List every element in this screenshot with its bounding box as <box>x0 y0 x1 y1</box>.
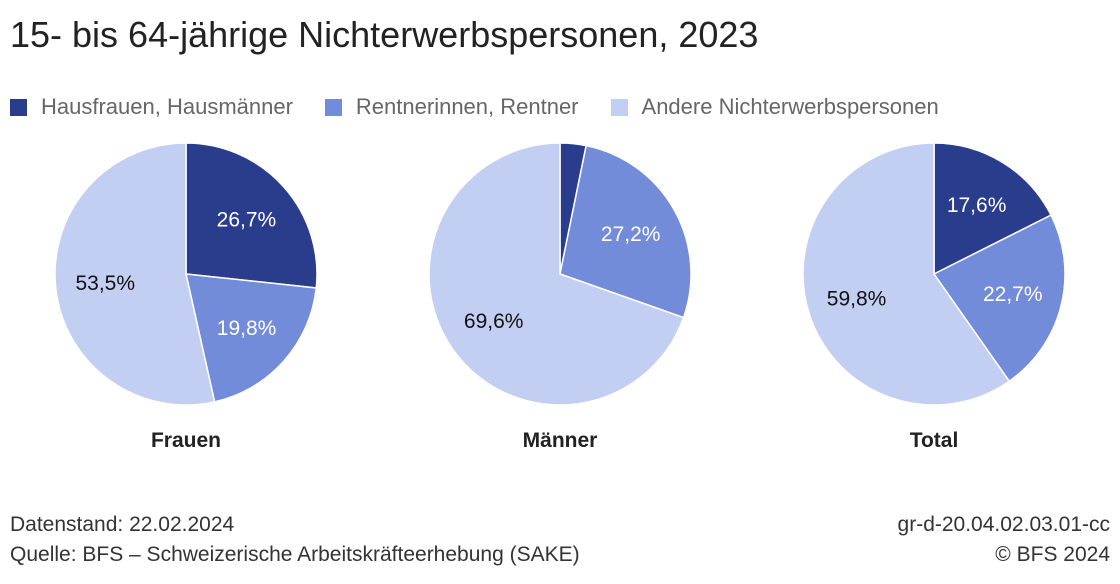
legend-swatch-hausfrauen <box>10 98 27 116</box>
footer-quelle: Quelle: BFS – Schweizerische Arbeitskräf… <box>10 543 580 566</box>
footer-code: gr-d-20.04.02.03.01-cc <box>897 513 1110 536</box>
pie-frauen: 26,7% 19,8% 53,5% Frauen <box>54 142 318 452</box>
pie-slice-hausfrauen <box>933 142 1053 276</box>
legend-item-rentner: Rentnerinnen, Rentner <box>324 94 579 120</box>
data-label-andere: 53,5% <box>75 272 135 295</box>
pie-slice-rentner <box>185 273 318 403</box>
data-label-andere: 59,8% <box>827 287 887 310</box>
legend-swatch-andere <box>610 98 628 116</box>
data-label-rentner: 22,7% <box>983 283 1043 306</box>
pie-slice-andere <box>802 142 1011 406</box>
pie-slice-andere <box>54 142 216 406</box>
footer-right: gr-d-20.04.02.03.01-cc © BFS 2024 <box>898 510 1110 570</box>
data-label-rentner: 19,8% <box>217 317 277 340</box>
legend-swatch-rentner <box>324 98 342 116</box>
footer-left: Datenstand: 22.02.2024 Quelle: BFS – Sch… <box>10 510 580 570</box>
data-label-hausfrauen: 17,6% <box>947 194 1007 217</box>
chart-title: 15- bis 64-jährige Nichterwerbspersonen,… <box>10 14 759 55</box>
pie-total: 17,6% 22,7% 59,8% Total <box>802 142 1066 452</box>
data-label-andere: 69,6% <box>464 310 524 333</box>
pie-slice-hausfrauen <box>185 142 318 289</box>
legend-label-andere: Andere Nichterwerbspersonen <box>641 94 939 119</box>
footer-copyright: © BFS 2024 <box>995 543 1110 566</box>
legend-label-hausfrauen: Hausfrauen, Hausmänner <box>41 94 293 119</box>
footer-datenstand: Datenstand: 22.02.2024 <box>10 513 235 536</box>
legend-item-hausfrauen: Hausfrauen, Hausmänner <box>10 94 293 120</box>
pie-title-frauen: Frauen <box>151 429 221 452</box>
pie-slice-rentner <box>559 144 692 319</box>
pie-slice-andere <box>428 142 685 406</box>
pie-slice-rentner <box>932 214 1066 383</box>
legend-item-andere: Andere Nichterwerbspersonen <box>610 94 939 120</box>
data-label-rentner: 27,2% <box>601 223 661 246</box>
legend-label-rentner: Rentnerinnen, Rentner <box>355 94 579 119</box>
legend: Hausfrauen, Hausmänner Rentnerinnen, Ren… <box>10 94 971 120</box>
pie-title-total: Total <box>910 429 959 452</box>
pie-title-männer: Männer <box>523 429 598 452</box>
pie-männer: 27,2% 69,6% Männer <box>428 142 692 452</box>
data-label-hausfrauen: 26,7% <box>217 209 277 232</box>
